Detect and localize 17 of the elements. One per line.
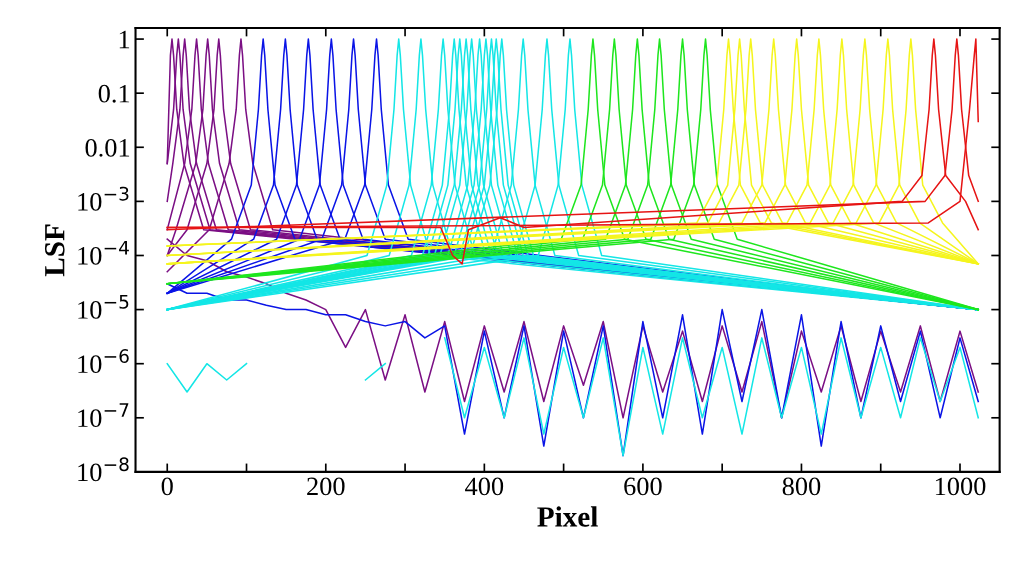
y-tick-label: 10$^{−4}$	[78, 240, 129, 265]
y-tick-label: 1	[119, 30, 130, 49]
x-tick-label: 600	[624, 477, 662, 496]
y-tick-label: 10$^{−7}$	[78, 403, 129, 428]
x-tick-label: 0	[161, 477, 173, 496]
y-tick-label: 10$^{−3}$	[78, 186, 129, 211]
y-tick-label: 10$^{−5}$	[78, 295, 129, 319]
y-tick-label: 10$^{−6}$	[78, 349, 129, 374]
y-tick-label: 10$^{−8}$	[78, 457, 129, 482]
y-tick-label: 0.1	[98, 84, 130, 103]
x-axis-title: Pixel	[537, 506, 598, 527]
y-tick-label: 0.01	[85, 138, 130, 157]
x-tick-label: 800	[782, 477, 821, 496]
x-tick-label: 400	[465, 477, 504, 496]
x-tick-label: 1000	[935, 477, 986, 496]
y-axis-title: LSF	[44, 224, 65, 277]
x-tick-label: 200	[307, 477, 345, 496]
